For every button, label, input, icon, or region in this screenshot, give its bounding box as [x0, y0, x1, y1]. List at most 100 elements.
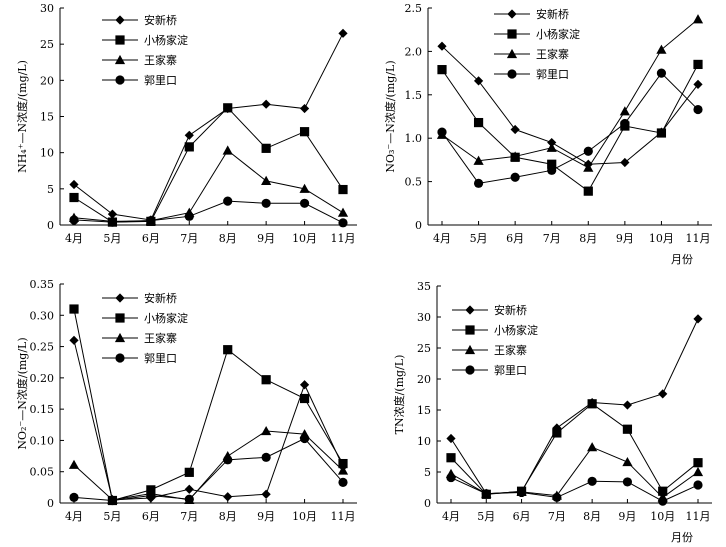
legend-label: 小杨家淀 [144, 33, 188, 47]
legend-label: 安新桥 [144, 291, 177, 305]
data-point [184, 142, 194, 152]
data-point [587, 476, 597, 486]
series-line [441, 72, 699, 184]
x-tick-label: 5月 [103, 510, 121, 523]
data-point [693, 79, 703, 89]
x-tick-label: 10月 [649, 232, 674, 245]
x-tick-label: 7月 [548, 510, 566, 523]
data-point [338, 184, 348, 195]
y-tick-label: 15 [417, 404, 431, 417]
y-axis-title: NH₄⁺—N浓度/(mg/L) [15, 60, 29, 173]
series-line [450, 403, 699, 495]
data-point [261, 175, 272, 185]
data-point [69, 335, 79, 345]
y-tick-label: 0.30 [30, 309, 55, 322]
data-point [658, 389, 668, 399]
data-point [299, 433, 310, 444]
x-tick-label: 5月 [477, 510, 495, 523]
x-tick-label: 8月 [219, 232, 237, 245]
x-tick-label: 11月 [331, 232, 356, 245]
y-axis-title: NO₃⁻—N浓度/(mg/L) [383, 60, 397, 172]
legend-marker [506, 48, 518, 59]
series-4 [69, 196, 348, 228]
data-point [473, 117, 484, 128]
legend-label: 小杨家淀 [536, 27, 580, 41]
legend-marker [507, 29, 517, 39]
data-point [619, 106, 630, 116]
y-tick-label: 25 [40, 38, 54, 51]
data-point [223, 103, 233, 113]
data-point [107, 209, 118, 219]
series-line [450, 318, 699, 495]
legend-label: 王家寨 [144, 331, 177, 345]
data-point [622, 400, 633, 410]
legend-marker [507, 9, 517, 19]
data-point [692, 466, 704, 477]
data-point [620, 157, 630, 168]
data-point [656, 44, 667, 54]
y-tick-label: 10 [40, 147, 54, 160]
data-point [437, 41, 447, 51]
legend-label: 郭里口 [494, 364, 527, 377]
y-tick-label: 1.5 [405, 89, 423, 102]
x-axis-title: 月份 [671, 531, 693, 544]
data-point [437, 127, 447, 137]
data-point [473, 178, 484, 188]
x-tick-label: 7月 [543, 232, 561, 245]
x-tick-label: 7月 [180, 510, 198, 523]
data-point [658, 486, 668, 496]
data-point [68, 459, 80, 469]
x-tick-label: 10月 [650, 510, 675, 523]
y-tick-label: 5 [424, 466, 431, 479]
data-point [583, 162, 594, 172]
data-point [223, 345, 233, 355]
y-tick-label: 5 [47, 183, 54, 196]
data-point [69, 192, 79, 203]
legend-marker [115, 15, 125, 25]
series-1 [437, 41, 703, 169]
x-tick-label: 9月 [618, 510, 636, 523]
x-tick-label: 10月 [292, 510, 317, 523]
y-tick-label: 0.25 [30, 341, 55, 354]
legend-marker [114, 54, 126, 65]
data-point [338, 28, 348, 38]
series-line [441, 45, 699, 165]
x-tick-label: 6月 [142, 510, 160, 523]
x-tick-label: 11月 [331, 510, 356, 523]
legend-label: 郭里口 [144, 74, 177, 87]
data-point [337, 465, 349, 475]
y-tick-label: 0.10 [30, 434, 55, 447]
y-tick-label: 10 [417, 435, 431, 448]
data-point [299, 183, 310, 193]
chart-panel-1: 0 5 10 15 20 25 30 4月 5月 6月 7月 8月 9月 10月 11月 NH₄⁺—N浓度/(… [15, 2, 357, 245]
series-line [450, 477, 699, 502]
data-point [656, 68, 667, 78]
y-tick-label: 35 [417, 280, 431, 293]
y-tick-label: 0.05 [30, 466, 55, 479]
data-point [473, 155, 484, 165]
data-point [510, 172, 520, 182]
data-point [69, 304, 79, 314]
legend-marker [115, 75, 125, 85]
chart-panel-4: 0 5 10 15 20 25 30 35 4月 5月 6月 7月 8月 9月 10月 11月 TN浓度/(mg… [392, 280, 712, 544]
series-line [73, 430, 344, 501]
legend-marker [115, 35, 125, 45]
data-point [261, 375, 271, 385]
data-point [299, 380, 310, 390]
x-tick-label: 8月 [579, 232, 597, 245]
legend-marker [115, 293, 125, 303]
data-point [184, 211, 194, 221]
series-line [73, 200, 344, 224]
legend-marker [507, 69, 517, 79]
legend-label: 郭里口 [536, 68, 569, 81]
legend-marker [465, 325, 475, 335]
data-point [338, 458, 348, 469]
data-point [261, 489, 271, 499]
data-point [69, 179, 79, 190]
y-tick-label: 0.35 [30, 278, 55, 291]
legend-marker [115, 353, 125, 363]
data-point [223, 455, 233, 465]
data-point [658, 496, 668, 506]
